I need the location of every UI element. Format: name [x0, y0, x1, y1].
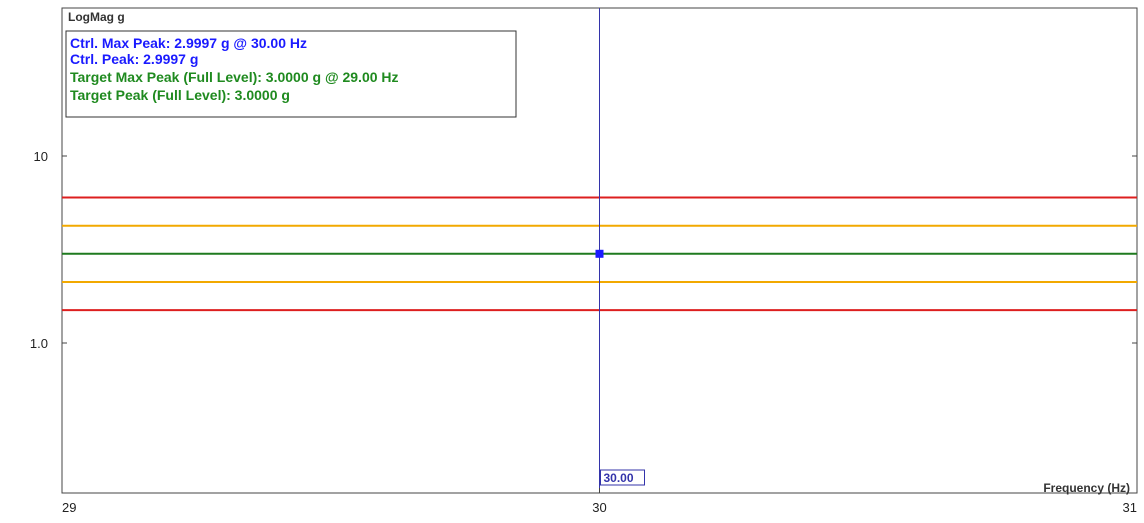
y-tick-label-2: 1.0 [30, 336, 48, 351]
legend-ctrl-max-peak: Ctrl. Max Peak: 2.9997 g @ 30.00 Hz [70, 35, 307, 51]
control-point-1 [595, 249, 604, 258]
y-axis-title: LogMag g [68, 10, 125, 24]
cursor-layer: 30.00 [595, 8, 645, 493]
legend-ctrl-peak: Ctrl. Peak: 2.9997 g [70, 51, 198, 67]
y-tick-label-1: 10 [34, 149, 48, 164]
x-tick-label-2: 30 [592, 500, 606, 515]
legend-box: Ctrl. Max Peak: 2.9997 g @ 30.00 Hz Ctrl… [65, 30, 517, 118]
x-tick-label-3: 31 [1123, 500, 1137, 515]
ticks-layer: 10 1.0 29 30 31 [30, 149, 1138, 515]
x-axis-title: Frequency (Hz) [1043, 481, 1130, 495]
cursor-readout-label: 30.00 [604, 471, 634, 485]
legend-target-max-peak: Target Max Peak (Full Level): 3.0000 g @… [70, 69, 399, 85]
legend-target-peak: Target Peak (Full Level): 3.0000 g [70, 87, 290, 103]
x-tick-label-1: 29 [62, 500, 76, 515]
legend-frame [65, 30, 517, 118]
cursor-readout-box [600, 469, 645, 486]
